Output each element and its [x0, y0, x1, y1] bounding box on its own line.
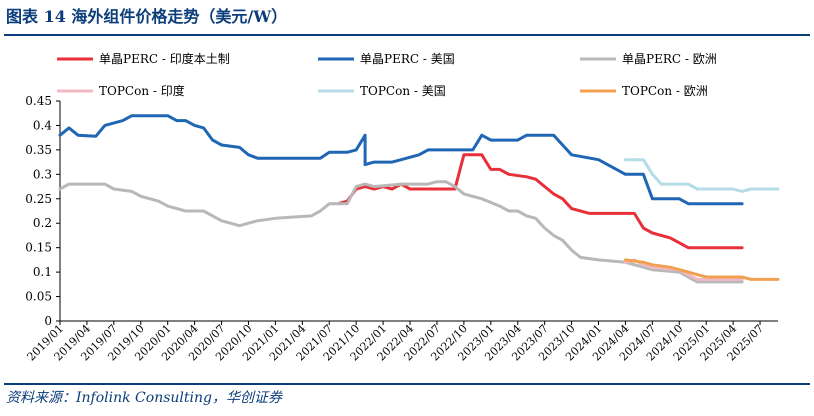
legend-label-6: TOPCon - 欧洲 — [622, 84, 708, 98]
header-rule — [4, 34, 810, 36]
series-line-5 — [623, 158, 780, 193]
y-tick-label: 0.2 — [33, 216, 52, 230]
legend-label-1: 单晶PERC - 印度本土制 — [99, 51, 230, 66]
footer-rule — [4, 383, 810, 385]
legend-label-4: TOPCon - 印度 — [99, 83, 185, 98]
chart: 单晶PERC - 印度本土制 单晶PERC - 美国 单晶PERC - 欧洲 TOPC… — [25, 51, 780, 363]
y-tick-label: 0.05 — [25, 290, 52, 304]
y-axis: 0 0.05 0.1 0.15 0.2 0.25 0.3 0.35 0.4 0.45 — [25, 94, 61, 328]
source-note: 资料来源：Infolink Consulting，华创证券 — [6, 390, 282, 406]
y-tick-label: 0.1 — [33, 265, 52, 279]
y-tick-label: 0.25 — [25, 192, 52, 206]
y-tick-label: 0.15 — [25, 241, 52, 255]
series-line-6 — [623, 258, 780, 281]
series-line-2 — [58, 114, 744, 206]
legend: 单晶PERC - 印度本土制 单晶PERC - 美国 单晶PERC - 欧洲 TOPC… — [57, 51, 717, 98]
series-line-3 — [58, 180, 744, 284]
legend-label-3: 单晶PERC - 欧洲 — [622, 52, 717, 66]
y-tick-label: 0.4 — [33, 118, 52, 132]
y-tick-label: 0.45 — [25, 94, 52, 108]
y-tick-label: 0.35 — [25, 143, 52, 157]
series-layer — [58, 114, 780, 284]
y-tick-label: 0 — [44, 314, 52, 328]
legend-label-2: 单晶PERC - 美国 — [360, 52, 455, 66]
x-axis: 2019/012019/042019/072019/102020/012020/… — [25, 320, 778, 363]
legend-label-5: TOPCon - 美国 — [360, 84, 446, 98]
figure-title: 图表 14 海外组件价格走势（美元/W） — [6, 7, 288, 26]
y-tick-label: 0.3 — [33, 167, 52, 181]
